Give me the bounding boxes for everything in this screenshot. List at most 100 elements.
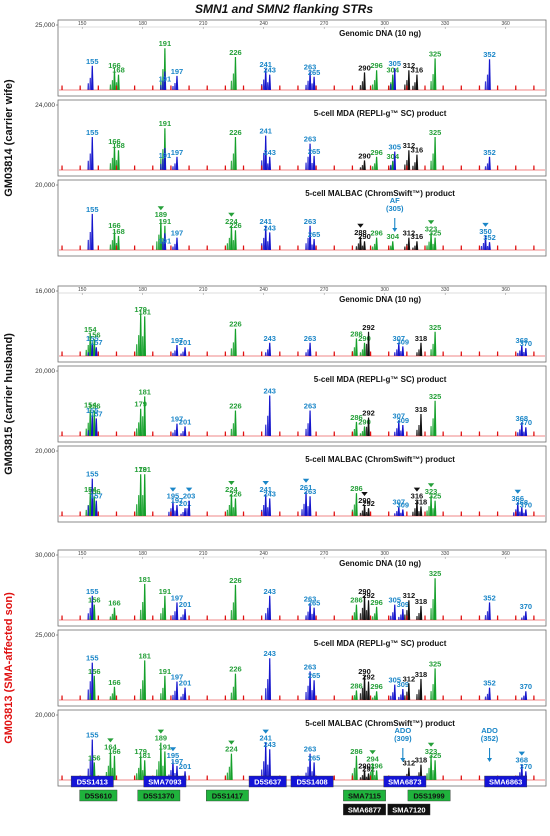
- stutter-peak: [361, 431, 364, 436]
- stutter-peak: [109, 84, 112, 90]
- stutter-peak: [182, 614, 184, 620]
- size-standard-peak: [297, 511, 299, 516]
- stutter-peak: [403, 246, 406, 250]
- size-standard-peak: [61, 165, 63, 170]
- allele-label: 296: [370, 598, 383, 607]
- size-standard-peak: [133, 695, 136, 700]
- size-standard-peak: [533, 615, 535, 620]
- stutter-peak: [353, 695, 356, 700]
- size-standard-peak: [333, 615, 335, 620]
- stutter-peak: [89, 693, 92, 700]
- stutter-peak: [266, 679, 269, 700]
- size-standard-peak: [133, 85, 136, 90]
- ruler-tick-label: 270: [320, 287, 329, 293]
- stutter-peak: [361, 775, 364, 780]
- stutter-peak: [414, 245, 416, 250]
- allele-peak: [393, 684, 397, 700]
- stutter-peak: [522, 431, 525, 436]
- allele-label: 312: [403, 229, 416, 238]
- allele-peak: [163, 751, 167, 780]
- size-standard-peak: [206, 511, 208, 516]
- allele-peak: [401, 346, 405, 356]
- stutter-peak: [266, 163, 269, 170]
- stutter-peak: [232, 153, 235, 170]
- size-standard-peak: [224, 615, 227, 620]
- marker-name: SMA6873: [388, 778, 421, 787]
- allele-peak: [163, 71, 167, 90]
- stutter-peak: [432, 418, 434, 436]
- stutter-peak: [172, 432, 174, 436]
- allele-label: 370: [520, 682, 533, 691]
- stutter-peak: [111, 240, 114, 250]
- allele-label: 286: [350, 747, 363, 756]
- stutter-peak: [139, 609, 142, 620]
- stutter-peak: [232, 73, 235, 90]
- allele-peak: [308, 603, 312, 620]
- stutter-peak: [311, 244, 313, 250]
- allele-label: 156: [88, 753, 101, 762]
- allele-peak: [363, 595, 366, 620]
- panel-title: 5-cell MALBAC (ChromSwift™) product: [305, 455, 455, 464]
- allele-label: 179: [134, 465, 147, 474]
- stutter-peak: [403, 164, 406, 170]
- allele-label: 226: [229, 128, 242, 137]
- size-standard-peak: [79, 245, 81, 250]
- stutter-peak: [180, 616, 182, 620]
- size-standard-peak: [152, 615, 154, 620]
- allele-peak: [90, 595, 94, 620]
- stutter-peak: [141, 601, 144, 620]
- allele-peak: [367, 508, 370, 516]
- dropout-annotation: (305): [386, 204, 404, 213]
- size-standard-peak: [115, 245, 118, 250]
- allele-label: 325: [429, 492, 442, 501]
- allele-label: 197: [171, 229, 184, 238]
- dropout-annotation: AF: [390, 196, 400, 205]
- allele-label: 191: [159, 667, 172, 676]
- allele-peak: [516, 502, 520, 516]
- allele-label: 318: [415, 334, 428, 343]
- stutter-peak: [486, 611, 489, 620]
- allele-peak: [312, 680, 316, 700]
- size-standard-peak: [297, 245, 299, 250]
- allele-label: 292: [362, 591, 375, 600]
- allele-peak: [375, 237, 378, 250]
- allele-peak: [183, 347, 187, 356]
- stutter-peak: [428, 506, 430, 516]
- allele-peak: [375, 770, 378, 780]
- allele-label: 325: [429, 392, 442, 401]
- stutter-peak: [403, 84, 406, 90]
- stutter-peak: [426, 510, 428, 516]
- marker-box-fill: [387, 803, 431, 816]
- allele-peak: [143, 760, 147, 780]
- stutter-peak: [399, 430, 402, 436]
- size-standard-peak: [115, 775, 118, 780]
- allele-label: 166: [108, 137, 121, 146]
- size-standard-peak: [515, 351, 517, 356]
- allele-label: 226: [229, 489, 242, 498]
- allele-peak: [175, 505, 179, 516]
- stutter-peak: [174, 243, 176, 250]
- size-standard-peak: [496, 511, 499, 516]
- allele-label: 325: [429, 128, 442, 137]
- marker-box-fill: [143, 775, 187, 788]
- size-standard-peak: [79, 695, 81, 700]
- stutter-peak: [389, 245, 392, 250]
- allele-label: 243: [263, 587, 276, 596]
- size-standard-peak: [424, 431, 426, 436]
- size-standard-peak: [533, 351, 535, 356]
- allele-peak: [92, 604, 96, 620]
- allele-label: 197: [171, 336, 184, 345]
- ruler-tick-label: 210: [199, 551, 208, 557]
- stutter-peak: [373, 80, 376, 90]
- stutter-peak: [85, 349, 88, 356]
- size-standard-peak: [79, 431, 81, 436]
- stutter-peak: [307, 423, 309, 436]
- ruler-tick-label: 330: [441, 21, 450, 27]
- dropout-arrowhead: [487, 758, 493, 762]
- allele-peak: [88, 409, 92, 436]
- stutter-peak: [361, 510, 364, 516]
- size-standard-peak: [515, 615, 517, 620]
- size-standard-peak: [478, 695, 481, 700]
- allele-label: 224: [225, 745, 238, 754]
- allele-label: 155: [86, 57, 99, 66]
